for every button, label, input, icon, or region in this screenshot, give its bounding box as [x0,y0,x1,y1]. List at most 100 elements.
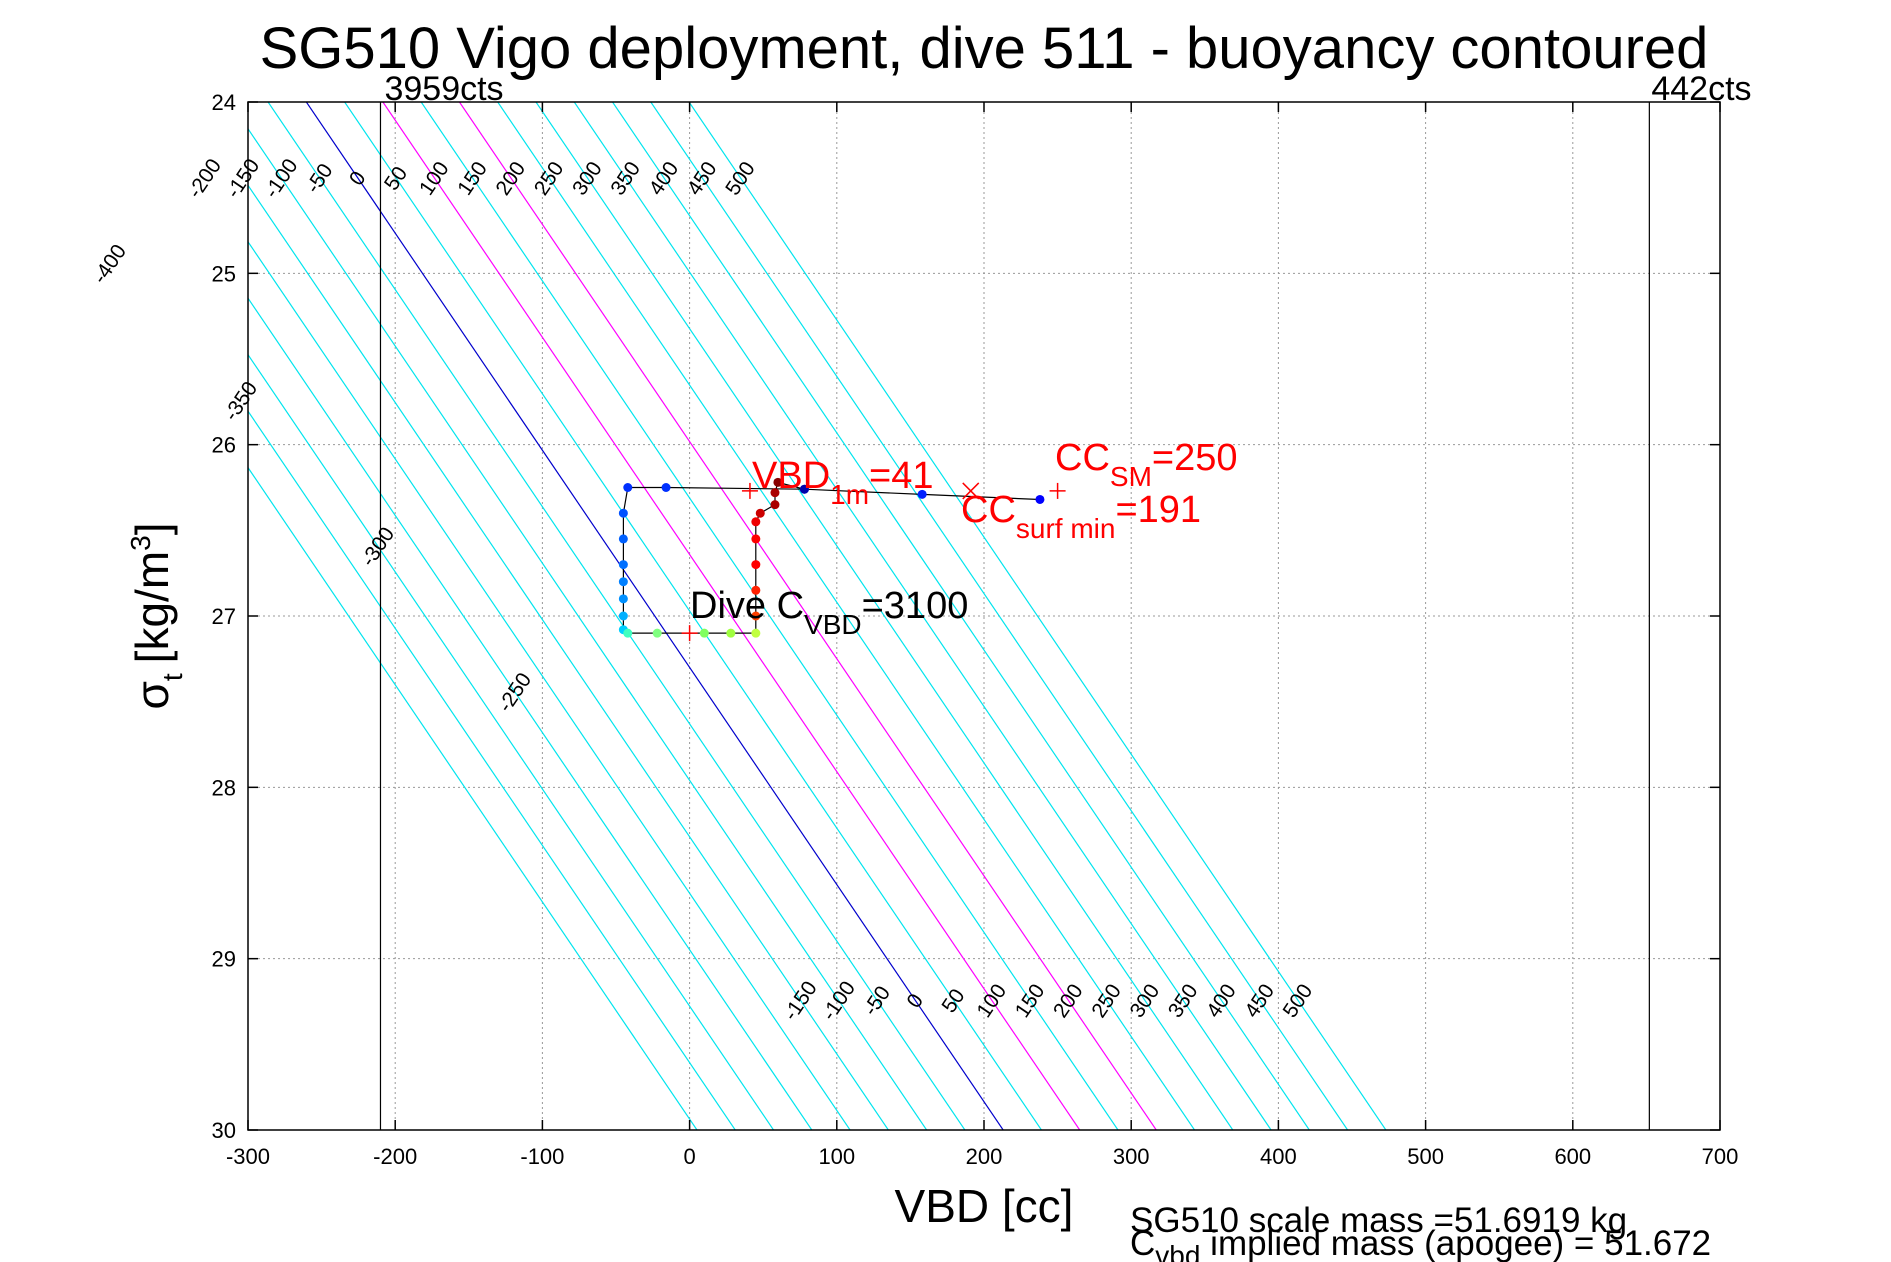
contour-label-lower: 0 [902,990,928,1013]
scale-mass-text: SG510 scale mass =51.6919 kg [1130,1201,1627,1240]
dive-cvbd-annotation: Dive CVBD=3100 [690,585,968,640]
implied-mass-c: C [1130,1224,1155,1262]
dive-path-point [618,611,628,621]
dive-path-point [751,628,761,638]
chart-title: SG510 Vigo deployment, dive 511 - buoyan… [260,16,1709,81]
vbd-1m-sub: 1m [830,479,869,510]
contour-label-lower: 50 [937,985,969,1017]
marker-plus [741,482,758,499]
x-tick-label: -300 [226,1144,270,1169]
x-tick-label: 100 [818,1144,855,1169]
contour-line [248,127,928,1130]
y-tick-label: 26 [212,433,236,458]
dive-path-point [618,508,628,518]
vbd-1m-value: =41 [869,455,933,497]
cc-sm-value: =250 [1152,437,1238,479]
contour-label-upper: 250 [530,158,569,200]
contour-label-lower: 350 [1164,980,1203,1022]
y-axis-label-close: ] [126,523,178,536]
dive-path-point [623,483,633,492]
marker-plus [681,625,698,642]
contour-label-upper: -400 [88,240,131,288]
dive-cvbd-main: Dive C [690,585,804,627]
x-tick-label: 700 [1702,1144,1739,1169]
y-tick-label: 30 [212,1118,236,1143]
contour-line [382,102,1081,1130]
contour-label-upper: 200 [492,158,531,200]
cc-surf-min-annotation: CCsurf min=191 [961,489,1201,544]
y-tick-label: 28 [212,775,236,800]
implied-mass-text: Cvbd implied mass (apogee) = 51.672 [1130,1224,1711,1262]
contour-label-upper: -250 [494,669,537,717]
contour-label-upper: -100 [260,155,303,203]
contour-line [496,102,1196,1130]
contour-line [611,102,1311,1130]
contour-label-upper: 400 [645,158,684,200]
contour-line [650,102,1349,1130]
dive-path-point [770,500,780,510]
contour-label-upper: 0 [345,167,371,190]
contour-label-upper: 50 [380,162,412,194]
dive-path-point [755,508,765,518]
marker-cross [962,482,980,500]
contour-label-upper: 300 [568,158,607,200]
cc-sm-annotation: CCSM=250 [1055,437,1237,492]
grid-lines [248,102,1720,1130]
implied-mass-sub: vbd [1155,1240,1200,1262]
dive-path-point [699,628,709,638]
contour-line [248,240,851,1130]
marker-plus [1049,482,1066,499]
contour-label-lower: 500 [1279,980,1318,1022]
y-axis-label-unit: [kg/m [126,551,178,663]
y-axis-ticks: 24 25 26 27 28 29 30 [212,90,1720,1143]
marker-stroke [962,482,980,500]
contour-line [248,353,775,1130]
dive-path-point [751,560,761,570]
dive-path-point [917,489,927,499]
contour-line [688,102,1387,1130]
cc-sm-main: CC [1055,437,1110,479]
contour-line [458,102,1157,1130]
y-axis-label-sigma: σ [126,681,178,709]
contour-label-lower: 200 [1049,980,1088,1022]
x-axis-label: VBD [cc] [895,1180,1074,1232]
contour-label-lower: 150 [1011,980,1050,1022]
y-tick-label: 29 [212,947,236,972]
dive-path-point [661,483,671,492]
contour-label-upper: 100 [415,158,454,200]
dive-path-point [1035,494,1045,504]
contour-label-lower: -100 [817,977,860,1025]
contour-label-lower: 250 [1087,980,1126,1022]
dive-path-point [799,484,809,494]
y-axis-label: σt [kg/m3] [125,523,188,710]
y-axis-label-sup: 3 [125,535,156,551]
contour-label-lower: 100 [972,980,1011,1022]
contour-label-upper: 150 [453,158,492,200]
contour-line [573,102,1272,1130]
dive-path-point [618,534,628,544]
y-tick-label: 24 [212,90,236,115]
dive-path-point [751,585,761,595]
contour-line [267,102,966,1130]
y-tick-label: 27 [212,604,236,629]
contour-line [248,184,890,1130]
cc-sm-sub: SM [1110,461,1152,492]
contour-label-upper: 500 [721,158,760,200]
contour-label-upper: -50 [302,160,338,198]
contour-label-lower: -50 [859,982,895,1020]
contour-label-upper: -350 [220,377,263,425]
x-tick-label: -100 [520,1144,564,1169]
x-tick-label: 400 [1260,1144,1297,1169]
y-tick-label: 25 [212,261,236,286]
cc-surf-min-main: CC [961,489,1016,531]
dive-path-point [751,517,761,527]
dive-path-point [751,611,761,621]
contour-label-lower: 450 [1240,980,1279,1022]
x-tick-label: 600 [1554,1144,1591,1169]
dive-cvbd-value: =3100 [862,585,969,627]
contour-line [535,102,1234,1130]
dive-path-point [652,628,662,638]
dive-path-point [623,628,633,638]
x-axis-ticks: -300 -200 -100 0 100 200 300 400 500 600 700 [226,102,1738,1169]
